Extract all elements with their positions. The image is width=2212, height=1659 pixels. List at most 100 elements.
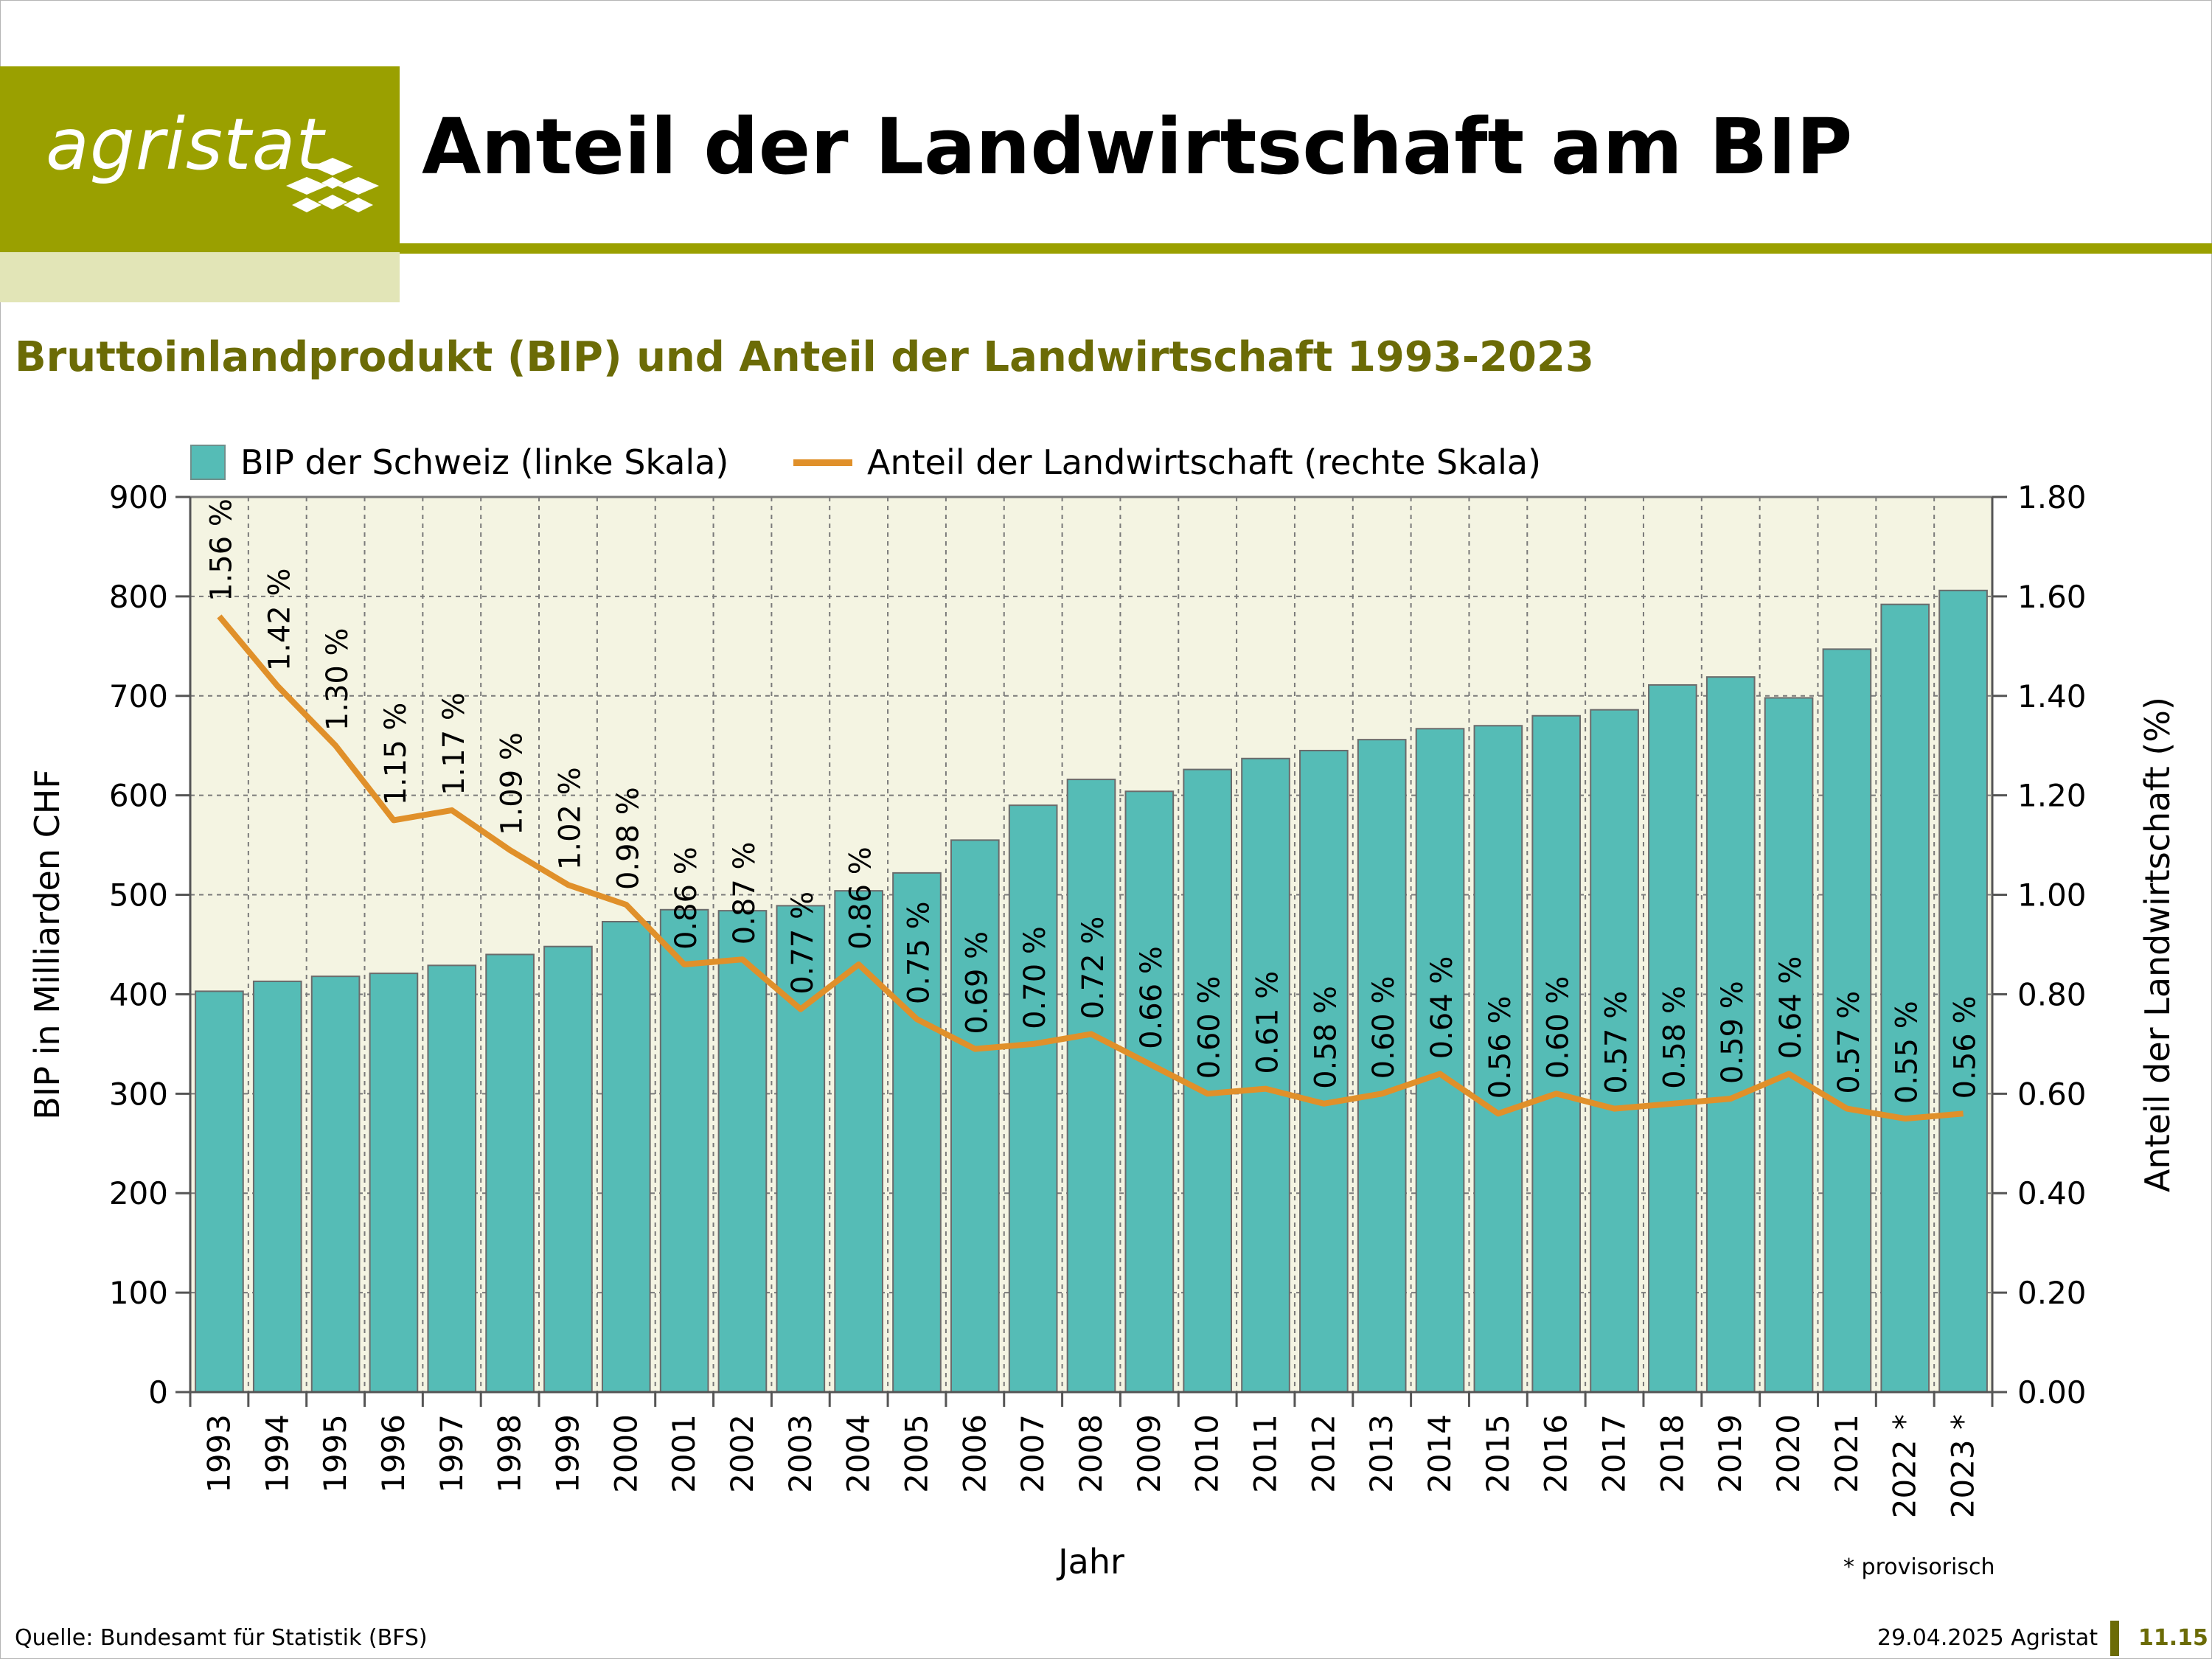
bar-bip [1822, 648, 1872, 1393]
y-tick-label-left: 800 [109, 579, 168, 615]
bar-bip [427, 964, 477, 1393]
bar-bip [1590, 709, 1639, 1393]
x-tick-label: 1999 [549, 1414, 585, 1493]
line-data-label: 0.56 % [1484, 996, 1517, 1099]
y-tick-label-right: 1.60 [2017, 579, 2087, 615]
y-axis-title-left: BIP in Milliarden CHF [27, 769, 67, 1120]
line-data-label: 0.57 % [1832, 991, 1866, 1094]
bar-bip [369, 973, 419, 1393]
y-tick-label-left: 700 [109, 678, 168, 714]
x-tick-label: 2013 [1363, 1414, 1399, 1493]
bar-bip [1299, 749, 1349, 1393]
line-data-label: 0.77 % [786, 891, 820, 995]
line-data-label: 1.56 % [204, 498, 238, 602]
x-tick-label: 1995 [317, 1414, 353, 1493]
legend-line-swatch [793, 459, 852, 466]
logo-diamonds-icon [286, 158, 379, 212]
y-tick-label-right: 1.20 [2017, 778, 2087, 814]
bar-bip [776, 905, 826, 1393]
x-tick-label: 2003 [782, 1414, 818, 1493]
x-tick-label: 2011 [1248, 1414, 1284, 1493]
y-tick-label-left: 900 [109, 479, 168, 515]
x-tick-label: 2005 [898, 1414, 934, 1493]
bar-bip [310, 975, 361, 1393]
bar-bip [659, 908, 709, 1394]
line-data-label: 0.75 % [902, 901, 936, 1004]
line-data-label: 0.72 % [1077, 917, 1110, 1020]
line-data-label: 0.69 % [960, 931, 994, 1034]
legend-bar-swatch [190, 445, 226, 480]
line-data-label: 1.02 % [553, 767, 587, 870]
x-axis-title: Jahr [1056, 1542, 1124, 1582]
bar-bip [1008, 804, 1058, 1393]
x-tick-label: 2009 [1131, 1414, 1167, 1493]
x-tick-label: 2000 [608, 1414, 644, 1493]
x-tick-label: 2006 [956, 1414, 992, 1493]
line-data-label: 0.59 % [1716, 981, 1750, 1084]
bar-bip [1241, 757, 1290, 1394]
x-tick-label: 2021 [1829, 1414, 1865, 1493]
line-data-label: 0.60 % [1193, 976, 1227, 1079]
x-tick-label: 2015 [1480, 1414, 1516, 1493]
x-tick-label: 2023 * [1945, 1414, 1981, 1518]
bar-bip [1705, 676, 1756, 1393]
line-anteil [217, 614, 1964, 1122]
line-data-label: 1.15 % [379, 703, 413, 806]
x-tick-label: 2004 [841, 1414, 877, 1493]
bar-bip [1066, 779, 1116, 1393]
footer-source: Quelle: Bundesamt für Statistik (BFS) [15, 1625, 428, 1651]
line-data-label: 0.58 % [1309, 986, 1343, 1089]
line-data-label: 0.64 % [1425, 956, 1459, 1060]
x-tick-label: 2018 [1654, 1414, 1690, 1493]
y-tick-label-right: 0.00 [2017, 1374, 2087, 1411]
line-data-label: 1.09 % [495, 732, 529, 835]
y-tick-label-left: 0 [148, 1374, 168, 1411]
line-data-label: 1.30 % [321, 627, 355, 731]
y-tick-label-right: 0.60 [2017, 1076, 2087, 1112]
x-tick-label: 2020 [1770, 1414, 1806, 1493]
x-tick-label: 1993 [201, 1414, 237, 1493]
logo-accent-block [0, 252, 400, 302]
footer-page-number: 11.15 [2138, 1625, 2208, 1651]
page-title: Anteil der Landwirtschaft am BIP [422, 102, 1853, 192]
bar-bip [1124, 790, 1175, 1393]
line-data-label: 0.98 % [611, 787, 645, 890]
line-data-label: 0.61 % [1251, 971, 1285, 1074]
line-data-label: 0.66 % [1135, 946, 1169, 1049]
y-tick-label-right: 1.00 [2017, 877, 2087, 914]
bar-bip [1764, 697, 1814, 1393]
footer-date: 29.04.2025 Agristat [1877, 1625, 2098, 1651]
bar-bip [1183, 768, 1233, 1393]
y-tick-label-left: 300 [109, 1076, 168, 1112]
x-tick-label: 1997 [434, 1414, 470, 1493]
x-tick-label: 1996 [375, 1414, 411, 1493]
y-tick-label-left: 500 [109, 877, 168, 914]
x-tick-label: 2002 [724, 1414, 760, 1493]
x-tick-label: 2017 [1596, 1414, 1632, 1493]
y-tick-label-right: 1.40 [2017, 678, 2087, 714]
header-rule [400, 243, 2212, 254]
x-tick-label: 2022 * [1887, 1414, 1923, 1518]
y-tick-label-right: 0.40 [2017, 1175, 2087, 1211]
x-tick-label: 2014 [1422, 1414, 1458, 1493]
chart-subtitle: Bruttoinlandprodukt (BIP) und Anteil der… [15, 333, 1594, 381]
line-data-label: 0.55 % [1891, 1001, 1924, 1104]
bar-bip [195, 990, 244, 1394]
bar-bip [1648, 684, 1697, 1393]
y-tick-label-left: 200 [109, 1175, 168, 1211]
line-data-label: 1.17 % [437, 692, 471, 796]
line-data-label: 0.86 % [669, 846, 703, 950]
bar-bip [601, 920, 651, 1393]
line-data-label: 0.56 % [1949, 996, 1983, 1099]
bar-bip [1415, 728, 1465, 1393]
bar-bip [717, 910, 768, 1394]
x-tick-label: 2016 [1538, 1414, 1574, 1493]
bar-bip [892, 872, 942, 1393]
x-tick-label: 2001 [666, 1414, 702, 1493]
legend-item-bars: BIP der Schweiz (linke Skala) [190, 442, 728, 482]
y-tick-label-right: 0.80 [2017, 976, 2087, 1012]
line-data-label: 0.86 % [844, 846, 878, 950]
legend-line-label: Anteil der Landwirtschaft (rechte Skala) [867, 442, 1542, 482]
line-data-label: 1.42 % [262, 568, 296, 671]
x-tick-label: 2012 [1305, 1414, 1341, 1493]
